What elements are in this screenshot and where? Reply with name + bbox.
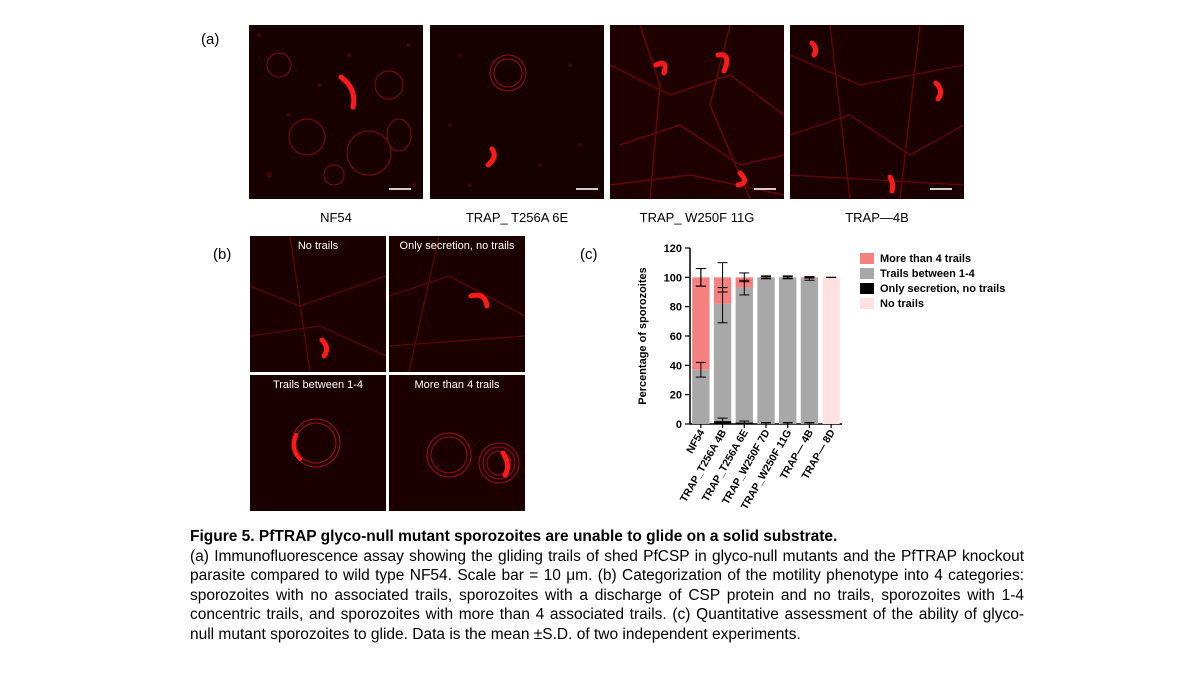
y-tick-label: 100 <box>664 272 682 284</box>
y-tick-label: 20 <box>670 390 682 402</box>
category-only-secretion: Only secretion, no trails <box>389 236 525 372</box>
category-label: No trails <box>297 240 339 252</box>
category-trails-1-4: Trails between 1-4 <box>250 375 386 511</box>
category-more-than-4: More than 4 trails <box>389 375 525 511</box>
bar-segment <box>800 278 819 424</box>
y-tick-label: 120 <box>664 243 682 255</box>
legend-swatch <box>860 268 874 279</box>
bar-segment <box>822 277 840 424</box>
figure-caption: Figure 5. PfTRAP glyco-null mutant sporo… <box>190 527 1024 644</box>
panel-c-label: (c) <box>580 246 598 263</box>
caption-nf54: NF54 <box>320 210 352 225</box>
legend-label: Only secretion, no trails <box>880 283 1005 295</box>
category-label: More than 4 trails <box>414 379 500 391</box>
caption-trap-knockout-4b: TRAP—4B <box>845 210 909 225</box>
legend-swatch <box>860 253 874 264</box>
bar-segment <box>692 369 710 424</box>
y-tick-label: 0 <box>676 419 682 431</box>
legend-swatch <box>860 283 874 294</box>
micrograph-trap-w250f-11g <box>610 25 784 199</box>
panel-a-label: (a) <box>201 31 220 48</box>
y-tick-label: 40 <box>670 360 682 372</box>
bar-segment <box>713 303 732 422</box>
stacked-bar-chart: 0 20 40 60 80 100 120 Percentage of sporozoites… <box>637 243 1005 508</box>
bar-segment <box>757 277 775 424</box>
legend-label: Trails between 1-4 <box>880 268 976 280</box>
bar-segment <box>779 277 797 424</box>
figure-caption-body: (a) Immunofluorescence assay showing the… <box>190 547 1024 643</box>
micrograph-nf54 <box>249 25 423 199</box>
legend-label: No trails <box>880 298 924 310</box>
micrograph-trap-knockout-4b <box>790 25 964 199</box>
caption-trap-w250f-11g: TRAP_ W250F 11G <box>639 210 755 225</box>
category-label: Only secretion, no trails <box>399 240 515 252</box>
y-tick-label: 60 <box>670 331 682 343</box>
micrograph-trap-t256a-6e <box>430 25 604 199</box>
figure-caption-title: Figure 5. PfTRAP glyco-null mutant sporo… <box>190 528 838 545</box>
panel-b-label: (b) <box>213 246 232 263</box>
caption-trap-t256a-6e: TRAP_ T256A 6E <box>465 210 569 225</box>
legend-label: More than 4 trails <box>880 253 971 265</box>
bar-segment <box>735 287 753 423</box>
category-label: Trails between 1-4 <box>272 379 364 391</box>
category-no-trails: No trails <box>250 236 386 372</box>
bar-segment <box>692 277 710 370</box>
y-axis-label: Percentage of sporozoites <box>637 267 649 405</box>
legend-swatch <box>860 298 874 309</box>
y-tick-label: 80 <box>670 302 682 314</box>
